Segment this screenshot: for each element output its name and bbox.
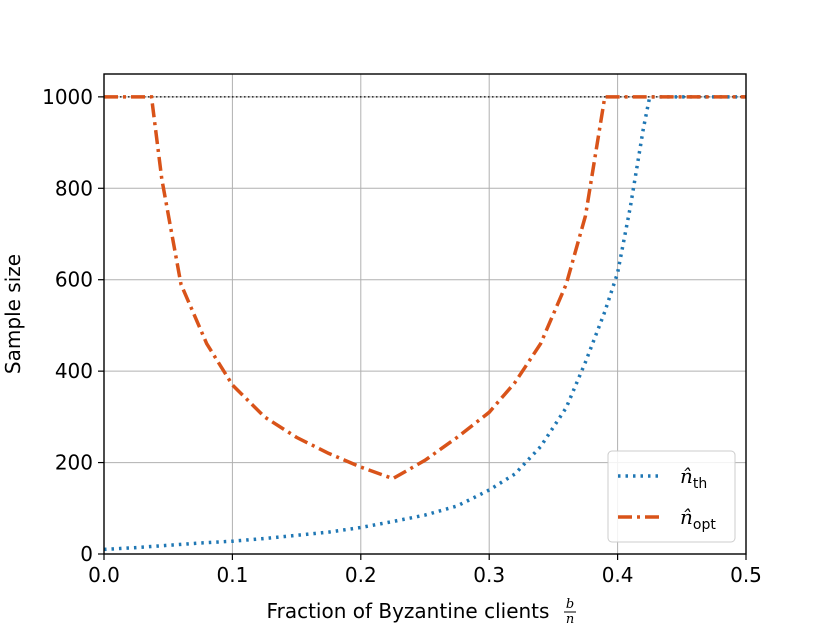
x-tick-label: 0.4 (602, 563, 634, 587)
x-axis-label-fraction: b n (564, 597, 576, 623)
x-tick-label: 0.0 (88, 563, 120, 587)
series-group (103, 95, 746, 552)
x-tick-label: 0.3 (473, 563, 505, 587)
y-tick-label: 1000 (42, 85, 93, 109)
legend: n̂th n̂opt (607, 450, 736, 543)
y-tick-label: 200 (55, 451, 93, 475)
y-tick-label: 400 (55, 359, 93, 383)
x-tick-label: 0.2 (345, 563, 377, 587)
fraction-denominator: n (566, 612, 574, 623)
ticks: 0.0 0.1 0.2 0.3 0.4 0.5 0 200 400 600 800 1000 (42, 85, 762, 587)
series-line-th (103, 95, 746, 552)
y-axis-label: Sample size (1, 254, 25, 374)
x-tick-label: 0.1 (216, 563, 248, 587)
legend-label-nth: n̂th (680, 464, 707, 492)
y-tick-label: 0 (80, 542, 93, 566)
y-tick-label: 600 (55, 268, 93, 292)
fraction-numerator: b (566, 597, 574, 612)
plot-frame (103, 73, 747, 555)
legend-label-nopt: n̂opt (680, 505, 716, 533)
x-axis-label: Fraction of Byzantine clients (267, 599, 550, 623)
series-line-opt (104, 95, 746, 481)
x-tick-label: 0.5 (730, 563, 762, 587)
legend-box (607, 450, 736, 543)
y-tick-label: 800 (55, 176, 93, 200)
